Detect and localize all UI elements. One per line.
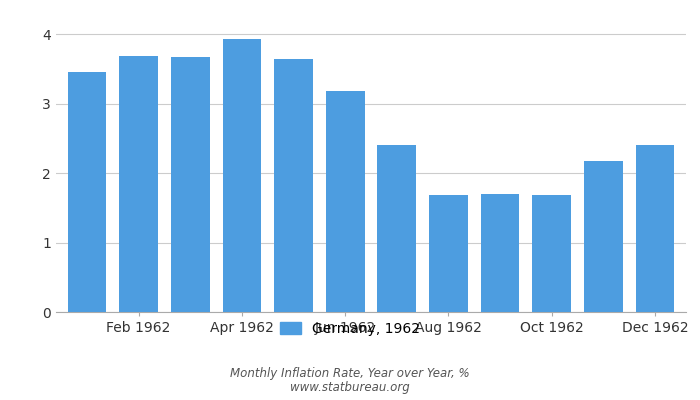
Bar [481,194,519,312]
Bar [533,195,571,312]
Text: www.statbureau.org: www.statbureau.org [290,382,410,394]
Bar [223,39,261,312]
Text: Monthly Inflation Rate, Year over Year, %: Monthly Inflation Rate, Year over Year, … [230,368,470,380]
Bar [274,59,313,312]
Bar [171,57,209,312]
Bar [584,161,623,312]
Bar [429,195,468,312]
Bar [119,56,158,312]
Bar [377,145,416,312]
Bar [326,91,365,312]
Legend: Germany, 1962: Germany, 1962 [274,316,426,341]
Bar [68,72,106,312]
Bar [636,145,674,312]
